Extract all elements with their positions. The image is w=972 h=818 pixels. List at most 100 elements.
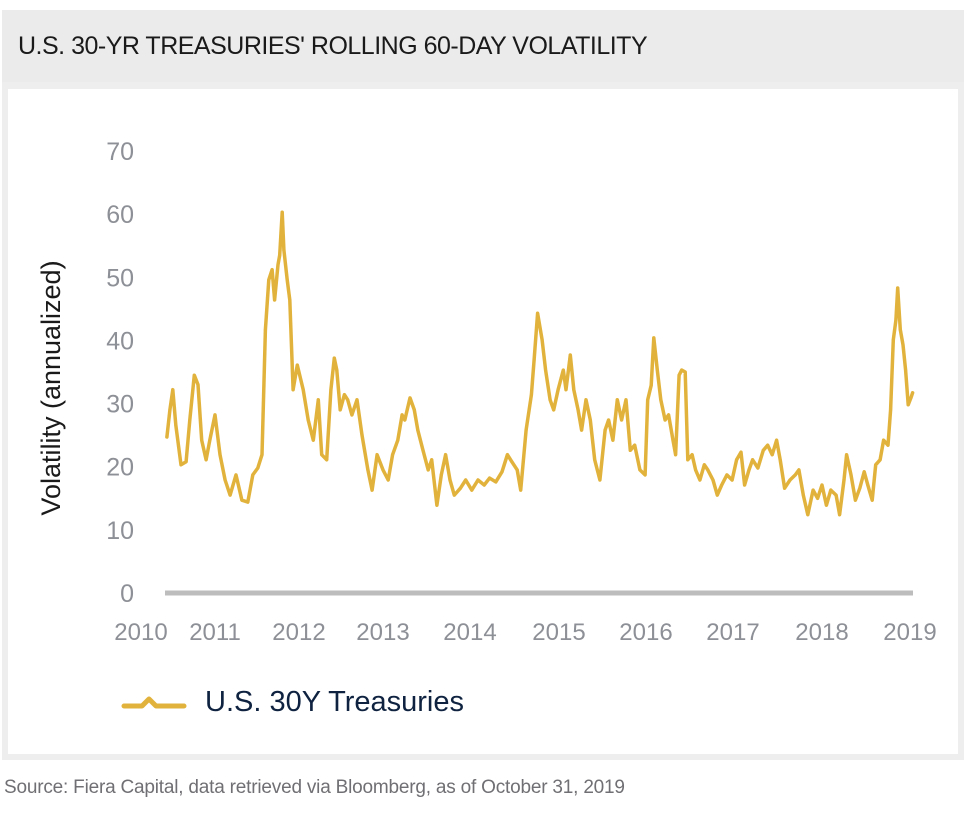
data-point	[894, 318, 898, 322]
data-point	[218, 453, 222, 457]
data-point	[568, 353, 572, 357]
data-point	[234, 473, 238, 477]
data-point	[524, 428, 528, 432]
data-point	[270, 268, 274, 272]
data-point	[706, 468, 710, 472]
x-tick-label: 2018	[795, 619, 848, 646]
data-point	[223, 478, 227, 482]
data-point	[278, 253, 282, 257]
data-point	[849, 473, 853, 477]
data-point	[801, 493, 805, 497]
data-point	[332, 356, 336, 360]
data-point	[603, 428, 607, 432]
data-point	[901, 343, 905, 347]
data-point	[168, 408, 172, 412]
data-point	[904, 368, 908, 372]
data-point	[280, 210, 284, 214]
data-point	[282, 248, 286, 252]
data-point	[494, 480, 498, 484]
data-point	[720, 483, 724, 487]
data-point	[412, 408, 416, 412]
x-tick-label: 2016	[619, 619, 672, 646]
data-point	[482, 483, 486, 487]
data-point	[845, 453, 849, 457]
data-point	[593, 458, 597, 462]
source-note: Source: Fiera Capital, data retrieved vi…	[4, 777, 625, 798]
data-point	[403, 418, 407, 422]
data-point	[536, 311, 540, 315]
data-point	[381, 468, 385, 472]
data-point	[188, 418, 192, 422]
data-point	[667, 413, 671, 417]
data-point	[564, 388, 568, 392]
data-point	[505, 453, 509, 457]
legend-label: U.S. 30Y Treasuries	[205, 686, 464, 718]
data-point	[192, 373, 196, 377]
data-point	[510, 460, 514, 464]
legend-line-icon	[121, 696, 187, 709]
data-point	[386, 478, 390, 482]
data-point	[556, 388, 560, 392]
data-point	[694, 468, 698, 472]
data-point	[866, 483, 870, 487]
y-tick-label: 50	[106, 264, 134, 292]
legend: U.S. 30Y Treasuries	[121, 686, 464, 718]
data-point	[396, 438, 400, 442]
y-axis-label: Volatility (annualized)	[36, 260, 66, 515]
title-bar: U.S. 30-YR TREASURIES' ROLLING 60-DAY VO…	[2, 10, 964, 82]
data-point	[464, 478, 468, 482]
data-point	[886, 443, 890, 447]
data-point	[820, 483, 824, 487]
x-tick-label: 2015	[532, 619, 585, 646]
y-tick-label: 30	[106, 391, 134, 419]
data-point	[291, 388, 295, 392]
data-point	[878, 458, 882, 462]
data-point	[761, 448, 765, 452]
data-point	[544, 368, 548, 372]
data-point	[615, 398, 619, 402]
data-point	[834, 493, 838, 497]
data-point	[519, 488, 523, 492]
data-point	[335, 368, 339, 372]
data-point	[751, 458, 755, 462]
data-point	[633, 443, 637, 447]
data-point	[870, 498, 874, 502]
data-point	[171, 388, 175, 392]
x-tick-label: 2012	[272, 619, 325, 646]
data-point	[316, 398, 320, 402]
x-tick-label: 2019	[883, 619, 936, 646]
data-point	[515, 468, 519, 472]
data-point	[408, 396, 412, 400]
x-tick-label: 2011	[189, 619, 241, 646]
data-point	[346, 398, 350, 402]
data-point	[659, 398, 663, 402]
y-tick-label: 10	[106, 517, 134, 545]
data-point	[355, 398, 359, 402]
data-point	[561, 368, 565, 372]
y-tick-label: 40	[106, 327, 134, 355]
data-point	[711, 478, 715, 482]
data-point	[725, 473, 729, 477]
data-point	[421, 448, 425, 452]
data-point	[806, 513, 810, 517]
data-point	[882, 438, 886, 442]
data-point	[260, 453, 264, 457]
data-point	[370, 488, 374, 492]
data-point	[532, 358, 536, 362]
data-point	[652, 336, 656, 340]
data-point	[311, 438, 315, 442]
data-point	[628, 448, 632, 452]
data-point	[295, 363, 299, 367]
data-point	[306, 418, 310, 422]
data-point	[320, 453, 324, 457]
data-point	[204, 458, 208, 462]
data-point	[743, 483, 747, 487]
x-tick-label: 2014	[443, 619, 496, 646]
data-point	[488, 476, 492, 480]
data-point	[288, 298, 292, 302]
data-point	[267, 278, 271, 282]
data-point	[611, 438, 615, 442]
data-point	[165, 435, 169, 439]
data-point	[529, 393, 533, 397]
data-point	[263, 328, 267, 332]
